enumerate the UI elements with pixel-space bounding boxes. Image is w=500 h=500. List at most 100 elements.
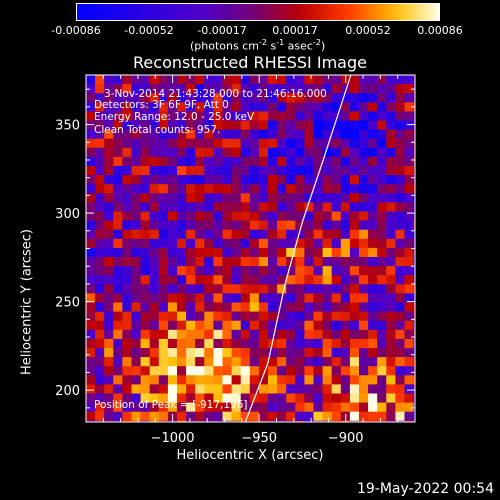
heatmap-cell [359,266,369,276]
heatmap-cell [167,102,178,112]
heatmap-cell [277,166,287,176]
heatmap-cell [104,320,114,331]
heatmap-cell [222,247,232,258]
heatmap-cell [86,193,96,203]
heatmap-cell [322,202,332,212]
heatmap-cell [222,238,232,249]
heatmap-cell [104,266,114,276]
heatmap-cell [386,202,396,212]
heatmap-cell [113,220,123,230]
heatmap-cell [158,338,169,349]
heatmap-cell [231,329,241,340]
heatmap-cell [186,193,196,203]
heatmap-cell [359,411,369,422]
heatmap-cell [122,284,132,294]
heatmap-cell [131,402,141,412]
heatmap-cell [349,393,360,403]
heatmap-cell [158,348,169,358]
heatmap-cell [368,238,378,249]
heatmap-cell [231,366,241,376]
heatmap-cell [322,129,332,139]
heatmap-cell [167,193,178,203]
heatmap-cell [186,156,196,167]
heatmap-cell [86,220,96,230]
heatmap-cell [213,284,223,294]
heatmap-cell [113,193,123,203]
heatmap-cell [258,211,269,221]
heatmap-cell [386,193,396,203]
heatmap-cell [368,138,378,149]
heatmap-cell [295,93,305,103]
heatmap-cell [167,293,178,303]
heatmap-cell [131,175,141,185]
heatmap-cell [286,275,296,285]
heatmap-cell [213,202,223,212]
plot-annotation: Detectors: 3F 6F 9F, Att 0 [94,99,229,111]
heatmap-cell [158,384,169,394]
heatmap-cell [413,184,415,194]
heatmap-cell [277,211,287,221]
heatmap-cell [95,166,105,176]
heatmap-cell [377,302,387,312]
heatmap-cell [86,184,96,194]
heatmap-cell [240,111,251,121]
heatmap-cell [404,211,414,221]
heatmap-cell [286,211,296,221]
heatmap-cell [386,75,396,85]
heatmap-cell [186,229,196,240]
heatmap-cell [295,238,305,249]
heatmap-cell [95,175,105,185]
heatmap-cell [368,366,378,376]
colorbar-tick: -0.00086 [51,24,101,37]
heatmap-cell [258,302,269,312]
heatmap-cell [131,111,141,121]
heatmap-cell [322,411,332,422]
heatmap-cell [204,366,214,376]
heatmap-cell [340,348,351,358]
heatmap-cell [86,348,96,358]
heatmap-cell [322,338,332,349]
heatmap-cell [158,202,169,212]
heatmap-cell [404,293,414,303]
heatmap-cell [186,393,196,403]
heatmap-cell [231,84,241,94]
heatmap-cell [331,302,342,312]
heatmap-cell [277,220,287,230]
heatmap-cell [240,257,251,267]
heatmap-cell [313,166,323,176]
heatmap-cell [368,156,378,167]
heatmap-cell [286,138,296,149]
heatmap-cell [395,311,405,321]
heatmap-cell [386,147,396,158]
heatmap-cell [240,202,251,212]
heatmap-cell [386,338,396,349]
heatmap-cell [177,93,187,103]
heatmap-cell [140,311,150,321]
heatmap-cell [140,402,150,412]
heatmap-cell [386,211,396,221]
heatmap-cell [86,375,96,385]
heatmap-cell [258,420,269,422]
heatmap-cell [186,302,196,312]
heatmap-cell [113,120,123,130]
heatmap-cell [186,211,196,221]
x-axis-label: Heliocentric X (arcsec) [176,448,324,463]
heatmap-cell [322,138,332,149]
heatmap-cell [95,193,105,203]
heatmap-cell [404,366,414,376]
heatmap-cell [304,348,314,358]
heatmap-cell [340,211,351,221]
heatmap-cell [95,420,105,422]
heatmap-cell [158,302,169,312]
heatmap-cell [359,129,369,139]
heatmap-cell [258,348,269,358]
heatmap-cell [258,402,269,412]
heatmap-cell [277,229,287,240]
heatmap-cell [204,220,214,230]
heatmap-cell [349,384,360,394]
heatmap-cell [359,311,369,321]
heatmap-cell [149,348,160,358]
heatmap-cell [213,320,223,331]
heatmap-cell [167,229,178,240]
heatmap-cell [186,266,196,276]
